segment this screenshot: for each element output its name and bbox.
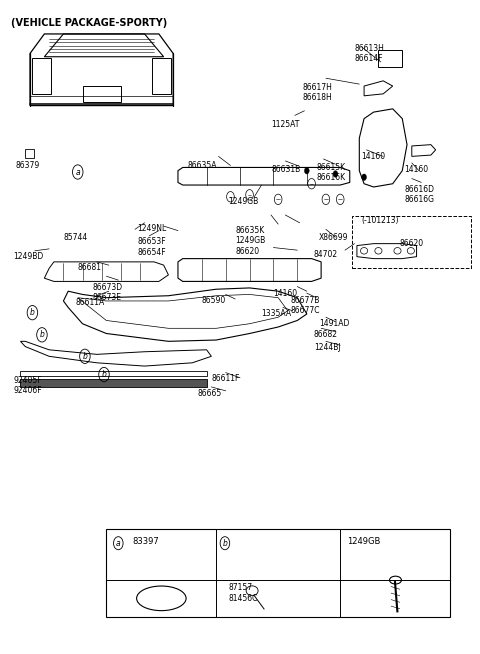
- Text: 86379: 86379: [16, 161, 40, 170]
- Text: 1335AA: 1335AA: [262, 309, 292, 318]
- Text: (-101213): (-101213): [362, 216, 399, 225]
- Text: 14160: 14160: [274, 289, 298, 298]
- Text: 86631B: 86631B: [271, 165, 300, 175]
- Text: 14160: 14160: [405, 165, 429, 175]
- Text: 87157
81456C: 87157 81456C: [228, 583, 258, 602]
- Text: 85744: 85744: [63, 233, 88, 241]
- Text: 1249BD: 1249BD: [13, 252, 44, 261]
- Text: 83397: 83397: [132, 537, 159, 545]
- Text: 86673D
86673E: 86673D 86673E: [92, 283, 122, 302]
- Text: 86653F
86654F: 86653F 86654F: [137, 237, 166, 256]
- Text: 1249GB: 1249GB: [347, 537, 381, 545]
- Text: 86611F: 86611F: [211, 374, 240, 383]
- Text: a: a: [75, 167, 80, 177]
- Text: 86681: 86681: [78, 263, 102, 272]
- Text: 1491AD: 1491AD: [319, 319, 349, 328]
- Circle shape: [333, 171, 338, 177]
- Text: 84702: 84702: [314, 250, 338, 259]
- Bar: [352, 216, 471, 268]
- Text: b: b: [223, 539, 228, 547]
- Text: 86635K
1249GB
86620: 86635K 1249GB 86620: [235, 226, 265, 256]
- Text: 1249GB: 1249GB: [228, 197, 258, 206]
- Text: X86699: X86699: [319, 233, 348, 241]
- Text: 86590: 86590: [202, 296, 226, 305]
- Polygon shape: [21, 379, 206, 387]
- Text: 14160: 14160: [362, 152, 386, 162]
- Text: 86611A: 86611A: [75, 298, 105, 307]
- Text: 86677B
86677C: 86677B 86677C: [290, 296, 320, 315]
- Text: (VEHICLE PACKAGE-SPORTY): (VEHICLE PACKAGE-SPORTY): [11, 18, 167, 27]
- Text: 86682: 86682: [314, 330, 338, 339]
- Bar: [83, 86, 120, 102]
- Text: b: b: [30, 308, 35, 317]
- Bar: [378, 50, 402, 67]
- Bar: [33, 58, 51, 94]
- Text: 86665: 86665: [197, 389, 221, 398]
- Text: 86635A: 86635A: [188, 161, 217, 170]
- Text: 86620: 86620: [400, 239, 424, 248]
- Bar: [107, 529, 450, 617]
- Text: 92405F
92406F: 92405F 92406F: [13, 376, 42, 395]
- Text: 1244BJ: 1244BJ: [314, 343, 341, 353]
- Text: b: b: [39, 330, 44, 339]
- Bar: [152, 58, 171, 94]
- Text: 86613H
86614F: 86613H 86614F: [355, 44, 384, 63]
- Circle shape: [304, 167, 309, 174]
- Text: a: a: [116, 539, 120, 547]
- Text: b: b: [83, 352, 87, 361]
- Text: 86617H
86618H: 86617H 86618H: [302, 83, 332, 102]
- Text: b: b: [102, 370, 107, 379]
- Bar: [25, 148, 34, 158]
- Text: 1125AT: 1125AT: [271, 120, 300, 129]
- Text: 86615K
86616K: 86615K 86616K: [316, 163, 346, 182]
- Text: 86616D
86616G: 86616D 86616G: [405, 185, 435, 205]
- Circle shape: [362, 174, 366, 181]
- Text: 1249NL: 1249NL: [137, 224, 167, 233]
